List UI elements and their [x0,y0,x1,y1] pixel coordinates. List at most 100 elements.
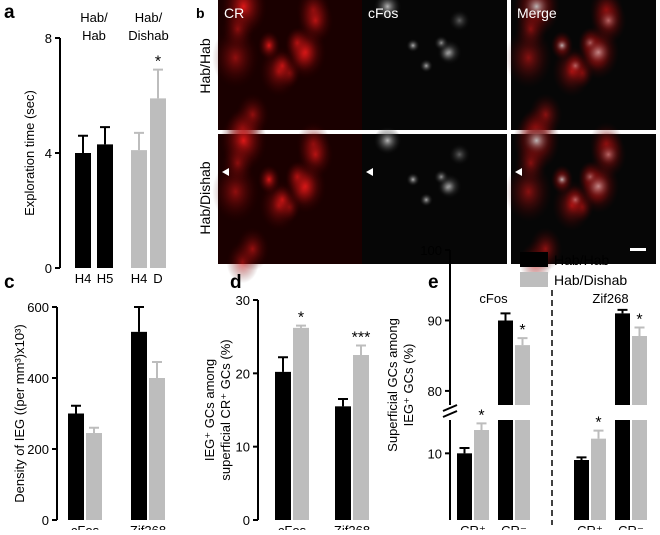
bar [75,153,91,268]
x-tick-label: CR⁻ [618,523,644,530]
y-tick-label: 100 [420,243,442,258]
error-bar [459,447,470,454]
error-bar [134,131,144,151]
y-axis-label: superficial CR⁺ GCs (%) [218,339,233,480]
cell [221,7,255,51]
significance: * [519,322,525,339]
group-label: cFos [479,291,508,306]
y-tick-label: 400 [27,371,49,386]
y-axis-label: IEG⁺ GCs (%) [401,344,416,427]
legend-swatch [520,272,548,287]
error-bar [100,126,110,145]
cell [284,25,327,80]
y-axis-label: Exploration time (sec) [22,90,37,216]
error-bar [634,326,645,336]
legend-swatch [520,252,548,267]
error-bar [78,134,88,153]
x-tick-label: H5 [97,271,114,286]
error-bar [617,308,628,314]
row-label: Hab/Dishab [197,161,213,234]
bar [353,355,369,520]
nucleus [437,39,462,65]
y-tick-label: 90 [428,313,442,328]
micrographs [212,0,656,284]
group-label: Zif268 [592,291,628,306]
cell [514,7,548,51]
significance: * [298,310,304,327]
error-bar [71,404,81,414]
y-axis-label: IEG⁺ GCs among [202,359,217,461]
panel-letter: c [4,272,15,293]
cell [257,165,281,194]
bar [293,327,309,520]
x-tick-label: D [153,271,162,286]
nucleus [373,0,402,21]
x-tick-label: H4 [131,271,148,286]
nucleus [586,39,611,65]
nucleus [373,126,402,155]
cell [514,141,548,185]
legend-label: Hab/Hab [554,252,609,268]
significance: * [478,407,484,424]
micrograph [362,134,507,264]
error-bar [296,324,306,328]
nucleus [419,59,433,73]
bar [150,98,166,268]
group-label: Dishab [128,28,168,43]
bar [615,313,630,520]
cell [257,31,281,60]
cell [221,141,255,185]
significance: *** [352,329,371,346]
x-tick-label: H4 [75,271,92,286]
error-bar [517,337,528,346]
significance: * [636,312,642,329]
panel-letter: a [4,2,15,23]
column-label: CR [224,5,244,21]
group-label: Hab [82,28,106,43]
error-bar [356,344,366,355]
y-tick-label: 30 [236,293,250,308]
y-tick-label: 10 [428,446,442,461]
bar [68,413,84,520]
y-tick-label: 0 [42,513,49,528]
nucleus [437,173,462,199]
bar [275,371,291,520]
y-tick-label: 200 [27,442,49,457]
row-label: Hab/Hab [197,38,213,93]
bar [591,438,606,520]
group-label: Hab/ [135,10,163,25]
error-bar [89,426,99,434]
x-tick-label: CR⁻ [501,523,527,530]
y-axis-label: Superficial GCs among [385,318,400,452]
arrowhead [515,168,522,176]
bar [457,453,472,520]
bar [97,144,113,268]
y-tick-label: 600 [27,300,49,315]
panel-letter: d [230,272,242,293]
legend-label: Hab/Dishab [554,272,627,288]
error-bar [153,68,163,99]
nucleus [406,172,420,187]
group-label: Hab/ [80,10,108,25]
nucleus [419,193,433,207]
cell [236,227,270,271]
error-bar [593,429,604,439]
bar [131,150,147,268]
bar [131,331,147,520]
nucleus [555,38,569,53]
significance: * [155,54,161,71]
column-label: cFos [368,5,398,21]
nucleus [448,143,471,166]
axis-break [442,410,458,418]
nucleus [597,9,620,32]
nucleus [555,172,569,187]
nucleus [597,143,620,166]
bar [335,406,351,520]
nucleus [586,173,611,199]
y-tick-label: 0 [45,261,52,276]
y-tick-label: 0 [243,513,250,528]
y-tick-label: 80 [428,384,442,399]
panel-letter: e [428,272,439,293]
axis-break [442,404,458,412]
bar [515,345,530,520]
